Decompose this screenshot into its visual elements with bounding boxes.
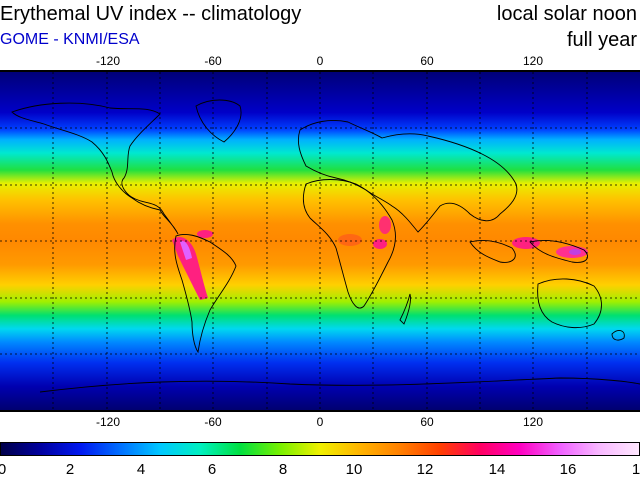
- uv-color-scale: [0, 442, 640, 456]
- coastlines: [11, 99, 640, 393]
- lon-tick-top-minus120: -120: [95, 54, 121, 68]
- lon-tick-bottom-120: 120: [522, 415, 544, 429]
- scale-tick-18: 1: [631, 461, 640, 478]
- lon-tick-top-0: 0: [316, 54, 324, 68]
- scale-tick-6: 6: [207, 461, 217, 478]
- lon-tick-bottom-60: 60: [420, 415, 434, 429]
- scale-tick-12: 12: [416, 461, 434, 478]
- lon-tick-top-60: 60: [420, 54, 434, 68]
- lon-tick-bottom-minus120: -120: [95, 415, 121, 429]
- scale-tick-2: 2: [65, 461, 75, 478]
- data-source-label: GOME - KNMI/ESA: [0, 31, 140, 48]
- map-canvas: [0, 72, 640, 410]
- scale-tick-0: 0: [0, 461, 7, 478]
- period-label: full year: [566, 29, 637, 51]
- scale-tick-10: 10: [345, 461, 363, 478]
- map-title: Erythemal UV index -- climatology: [0, 3, 302, 25]
- time-label: local solar noon: [496, 3, 637, 25]
- graticule: [0, 72, 640, 410]
- scale-tick-16: 16: [559, 461, 577, 478]
- scale-tick-14: 14: [488, 461, 506, 478]
- uv-hotspots: [172, 216, 588, 300]
- lon-tick-top-minus60: -60: [204, 54, 222, 68]
- lon-tick-bottom-0: 0: [316, 415, 324, 429]
- scale-tick-4: 4: [136, 461, 146, 478]
- scale-tick-8: 8: [278, 461, 288, 478]
- lon-tick-top-120: 120: [522, 54, 544, 68]
- lon-tick-bottom-minus60: -60: [204, 415, 222, 429]
- uv-index-map: [0, 70, 640, 412]
